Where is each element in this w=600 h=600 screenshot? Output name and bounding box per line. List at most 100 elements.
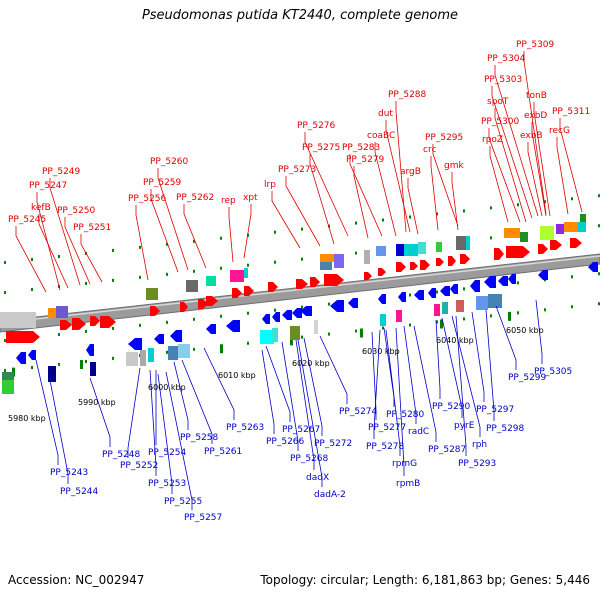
reverse-gene-arrow [414,290,424,300]
upper-leader-line [489,146,509,223]
lower-leader-line [371,331,377,420]
forward-gene-arrow [506,246,530,258]
gene-label-pp-5261: PP_5261 [204,447,242,457]
gene-label-pp-5311: PP_5311 [552,107,590,117]
lower-leader-line [157,373,173,494]
upper-gene-box [244,268,248,278]
forward-gene-arrow [198,299,208,309]
upper-gene-box [56,306,68,318]
upper-gene-box [320,262,332,270]
gene-label-pp-5257: PP_5257 [184,513,222,523]
accession-text: Accession: NC_002947 [8,573,145,587]
gene-label-pp-5299: PP_5299 [508,373,547,383]
gene-label-pp-5252: PP_5252 [120,461,158,471]
track-tick [301,227,303,231]
upper-leader-line [556,137,569,215]
gene-label-pp-5256: PP_5256 [128,194,167,204]
gene-label-exbd: exbD [524,111,547,121]
footer: Accession: NC_002947 Topology: circular;… [0,573,600,591]
forward-gene-arrow [494,248,504,260]
upper-leader-line [49,178,81,286]
track-tick [301,335,303,339]
track-tick [220,236,222,240]
gene-label-pp-5279: PP_5279 [346,155,385,165]
track-tick [139,275,141,279]
reverse-gene-arrow [16,352,26,364]
lower-gene-box [126,352,138,366]
kbp-label: 6010 kbp [218,371,256,380]
forward-gene-arrow [72,318,86,330]
gene-label-pp-5304: PP_5304 [487,54,526,64]
upper-gene-box [0,312,36,328]
gene-label-pp-5255: PP_5255 [164,497,202,507]
gene-label-pp-5260: PP_5260 [150,157,189,167]
track-tick [220,266,222,270]
lower-gene-box [148,348,154,362]
reverse-gene-arrow [450,284,458,294]
lower-leader-line [451,315,481,437]
track-tick [112,248,114,252]
upper-leader-line [38,214,69,289]
gene-label-pp-5259: PP_5259 [143,178,182,188]
lower-gene-box [140,350,146,366]
upper-leader-line [430,156,439,231]
lower-leader-line [535,299,543,364]
gene-label-lrp: lrp [264,180,276,190]
upper-leader-line [451,172,459,231]
track-tick [85,329,87,333]
upper-leader-line [432,144,459,227]
track-tick [85,281,87,285]
lower-leader-line [413,325,437,442]
gene-label-pp-5245: PP_5245 [8,215,46,225]
gene-label-pp-5287: PP_5287 [428,445,466,455]
lower-leader-line [303,337,323,436]
forward-gene-arrow [150,306,160,316]
track-tick [193,269,195,273]
upper-leader-line [523,51,547,215]
track-tick [490,314,492,318]
gene-label-rpmg: rpmG [392,459,417,469]
scale-tick [290,336,293,346]
upper-leader-line [36,192,61,291]
upper-gene-box [334,254,344,268]
track-tick [31,366,33,370]
gene-label-pp-5262: PP_5262 [176,193,214,203]
gene-label-coabc: coaBC [367,131,395,141]
forward-gene-arrow [6,331,40,343]
lower-gene-box [434,304,440,316]
lower-gene-box [380,314,386,326]
gene-label-pp-5263: PP_5263 [226,423,264,433]
upper-leader-line [494,108,527,223]
lower-leader-line [181,359,213,444]
lower-leader-line [49,379,69,484]
upper-gene-box [146,288,158,300]
track-tick [301,305,303,309]
track-tick [247,263,249,267]
forward-gene-arrow [538,244,548,254]
reverse-gene-arrow [226,320,240,332]
upper-gene-box [376,246,386,256]
track-tick [571,305,573,309]
lower-leader-line [373,329,381,439]
upper-gene-box [504,228,520,238]
gene-label-exbb: exbB [520,131,543,141]
lower-leader-line [385,329,401,456]
upper-leader-line [527,142,543,217]
gene-label-pp-5276: PP_5276 [297,121,336,131]
gene-label-pp-5244: PP_5244 [60,487,99,497]
gene-label-pp-5250: PP_5250 [57,206,96,216]
gene-label-pp-5303: PP_5303 [484,75,522,85]
upper-gene-box [206,276,216,286]
reverse-gene-arrow [508,274,516,284]
track-tick [598,272,600,276]
lower-leader-line [149,369,157,476]
upper-leader-line [374,142,397,237]
upper-leader-line [353,166,369,239]
track-tick [112,326,114,330]
upper-leader-line [494,65,539,217]
upper-gene-box [580,214,586,222]
reverse-gene-arrow [262,314,270,324]
forward-gene-arrow [60,320,72,330]
track-tick [409,323,411,327]
